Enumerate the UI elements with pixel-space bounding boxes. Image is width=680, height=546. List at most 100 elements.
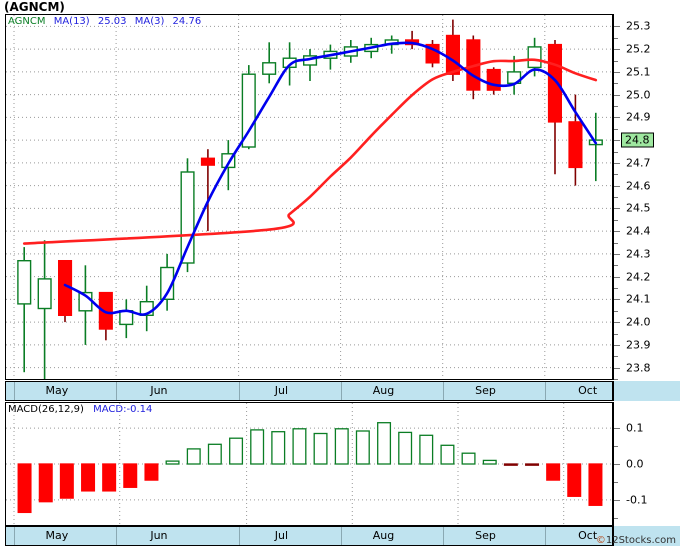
macd-axis-label: 0.1: [626, 421, 644, 435]
price-axis-tick: [614, 322, 620, 324]
price-axis-label: 25.0: [626, 88, 651, 102]
price-axis-minor-tick: [614, 288, 618, 289]
price-axis-tick: [614, 117, 620, 119]
x-axis-month-tick: [116, 527, 118, 545]
x-axis-month-label: May: [45, 384, 69, 397]
price-axis-label: 24.7: [626, 156, 651, 170]
price-axis-tick: [614, 367, 620, 369]
x-axis-month-tick: [442, 382, 444, 400]
price-axis-label: 25.3: [626, 19, 651, 33]
legend-ma3-label: MA(3): [134, 16, 165, 27]
macd-axis-label: -0.1: [626, 493, 648, 507]
price-axis-minor-tick: [614, 219, 618, 221]
price-axis-label: 24.5: [626, 201, 651, 215]
x-axis-month-label: Jun: [150, 529, 168, 542]
price-axis-tick: [614, 208, 620, 210]
x-axis-month-tick: [116, 382, 118, 400]
price-axis-tick: [614, 26, 620, 28]
price-axis-label: 24.3: [626, 247, 651, 261]
price-gridlines: [6, 15, 612, 379]
macd-legend-value: MACD:-0.14: [93, 404, 153, 415]
x-axis-month-tick: [238, 382, 240, 400]
x-axis-month-tick: [14, 527, 15, 545]
x-axis-month-tick: [340, 382, 342, 400]
price-axis-minor-tick: [614, 174, 618, 176]
price-axis-minor-tick: [614, 128, 618, 130]
price-axis-label: 24.1: [626, 292, 651, 306]
price-axis-label: 23.9: [626, 338, 651, 352]
price-axis-tick: [614, 344, 620, 346]
x-axis-months-top-spacer: [613, 381, 680, 401]
x-axis-month-label: Aug: [372, 384, 395, 397]
macd-axis-label: 0.0: [626, 457, 644, 471]
footer-credit: ©12Stocks.com: [596, 535, 676, 546]
footer-site: 12Stocks.com: [605, 535, 676, 546]
legend-ma13-value: 25.03: [97, 16, 127, 27]
price-axis-minor-tick: [614, 356, 618, 358]
price-y-axis: 25.3 25.2 25.1 25.0 24.9 24.8 24.7 24.6 24.5 24.4…: [613, 14, 680, 380]
price-chart-panel: [5, 14, 613, 380]
price-axis-label: 25.1: [626, 65, 651, 79]
candlestick-series: [17, 19, 603, 379]
price-axis-tick: [614, 185, 620, 187]
price-axis-minor-tick: [614, 83, 618, 85]
price-axis-label: 25.2: [626, 42, 651, 56]
price-axis-minor-tick: [614, 242, 618, 244]
x-axis-month-label: Jul: [274, 384, 289, 397]
x-axis-months-bottom: May Jun Jul Aug Sep Oct: [5, 526, 613, 546]
macd-chart-panel: [5, 402, 613, 526]
macd-histogram-series: [17, 422, 603, 514]
price-axis-minor-tick: [614, 151, 618, 153]
x-axis-month-label: Oct: [578, 529, 598, 542]
macd-gridlines: [6, 403, 612, 525]
price-axis-tick: [614, 140, 620, 142]
price-axis-label: 24.0: [626, 315, 651, 329]
price-axis-tick: [614, 231, 620, 233]
x-axis-month-tick: [544, 382, 546, 400]
x-axis-month-label: Jul: [274, 529, 289, 542]
price-axis-tick: [614, 253, 620, 255]
price-axis-label: 24.2: [626, 270, 651, 284]
macd-legend-label: MACD(26,12,9): [8, 404, 84, 415]
price-legend: AGNCM MA(13) 25.03 MA(3) 24.76: [8, 16, 206, 27]
x-axis-month-tick: [340, 527, 342, 545]
x-axis-month-label: Jun: [150, 384, 168, 397]
price-axis-minor-tick: [614, 265, 618, 267]
legend-ma13-label: MA(13): [53, 16, 90, 27]
x-axis-month-label: Oct: [578, 384, 598, 397]
x-axis-month-tick: [14, 382, 15, 400]
copyright-icon: ©: [595, 535, 606, 546]
legend-symbol: AGNCM: [8, 16, 46, 27]
macd-axis-minor-tick: [614, 517, 618, 519]
x-axis-months-top: May Jun Jul Aug Sep Oct: [5, 381, 613, 401]
macd-axis-minor-tick: [614, 446, 618, 448]
x-axis-months-bottom-spacer: [613, 526, 680, 546]
price-chart-svg: [6, 15, 612, 379]
x-axis-month-tick: [238, 527, 240, 545]
macd-axis-tick: [614, 499, 620, 501]
ma13-line: [22, 58, 598, 245]
macd-chart-svg: [6, 403, 612, 525]
macd-axis-tick: [614, 464, 620, 465]
price-axis-minor-tick: [614, 310, 618, 312]
price-axis-tick: [614, 276, 620, 278]
x-axis-month-label: May: [45, 529, 69, 542]
price-axis-tick: [614, 162, 620, 164]
price-axis-tick: [614, 299, 620, 301]
macd-axis-minor-tick: [614, 481, 618, 483]
price-axis-minor-tick: [614, 37, 618, 39]
price-axis-minor-tick: [614, 60, 618, 62]
price-axis-minor-tick: [614, 379, 618, 380]
macd-y-axis: 0.1 0.0 -0.1: [613, 402, 680, 526]
price-axis-minor-tick: [614, 197, 618, 198]
legend-ma3-value: 24.76: [172, 16, 202, 27]
price-axis-minor-tick: [614, 333, 618, 335]
price-axis-label: 24.6: [626, 179, 651, 193]
macd-axis-tick: [614, 428, 620, 430]
x-axis-month-label: Aug: [372, 529, 395, 542]
x-axis-month-tick: [544, 527, 546, 545]
price-axis-tick: [614, 94, 620, 96]
x-axis-month-tick: [442, 527, 444, 545]
ma3-line: [63, 41, 598, 316]
price-axis-tick: [614, 71, 620, 73]
